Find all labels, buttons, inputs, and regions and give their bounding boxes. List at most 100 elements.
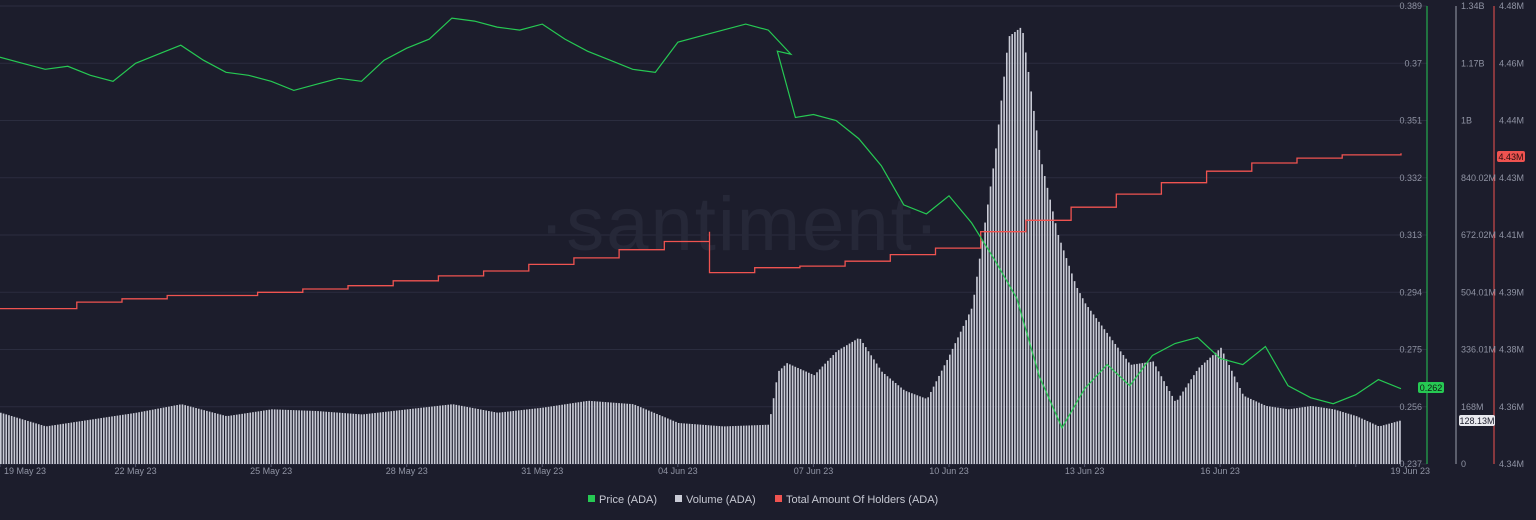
volume-bar xyxy=(1252,400,1255,464)
volume-bar xyxy=(523,409,525,464)
volume-bar xyxy=(141,411,143,464)
volume-bar xyxy=(433,406,436,464)
volume-bar xyxy=(742,425,745,464)
volume-bar xyxy=(344,413,346,464)
volume-bar xyxy=(273,409,276,464)
volume-bar xyxy=(181,404,184,464)
volume-bar xyxy=(78,421,81,464)
volume-bar xyxy=(189,406,192,464)
volume-bar xyxy=(355,413,357,464)
y-tick-label: 0.332 xyxy=(1399,173,1422,183)
volume-bar xyxy=(8,415,10,464)
volume-bar xyxy=(81,420,83,464)
volume-bar xyxy=(767,424,769,464)
volume-bar xyxy=(810,373,813,464)
price-axis-ticks: 0.389 0.37 0.351 0.332 0.313 0.294 0.275 0.256 0… xyxy=(1399,1,1422,469)
volume-bar xyxy=(490,411,493,464)
volume-bar xyxy=(1336,410,1339,464)
volume-bar xyxy=(1076,287,1079,464)
volume-bar xyxy=(165,407,168,464)
volume-bar xyxy=(444,405,447,464)
x-tick-label: 25 May 23 xyxy=(250,466,292,476)
volume-bar xyxy=(16,417,18,464)
volume-bars xyxy=(0,27,1401,465)
volume-bar xyxy=(892,380,894,464)
volume-bar xyxy=(534,408,536,464)
volume-bar xyxy=(363,414,365,464)
volume-bar xyxy=(86,420,89,464)
volume-bar xyxy=(1041,164,1043,464)
volume-bar xyxy=(732,426,734,464)
volume-bar xyxy=(393,410,395,464)
volume-bar xyxy=(1225,359,1228,464)
volume-bar xyxy=(1098,321,1100,464)
volume-bar xyxy=(300,410,303,464)
volume-bar xyxy=(1165,386,1168,464)
volume-bar xyxy=(856,338,859,464)
volume-bar xyxy=(138,412,140,464)
volume-bar xyxy=(238,414,241,464)
volume-bar xyxy=(683,423,685,464)
volume-bar xyxy=(455,404,458,464)
volume-bar xyxy=(1233,376,1236,464)
volume-bar xyxy=(748,425,751,464)
volume-bar xyxy=(1024,52,1027,464)
volume-bar xyxy=(154,409,157,464)
legend-item-holders[interactable]: Total Amount Of Holders (ADA) xyxy=(775,494,938,506)
volume-bar xyxy=(374,413,376,464)
volume-bar xyxy=(504,411,506,464)
legend-item-price[interactable]: Price (ADA) xyxy=(588,494,657,506)
volume-bar xyxy=(477,408,479,464)
volume-bar xyxy=(902,389,905,464)
volume-bar xyxy=(1095,318,1098,464)
volume-bar xyxy=(1160,376,1163,464)
legend-item-volume[interactable]: Volume (ADA) xyxy=(675,494,756,506)
volume-bar xyxy=(658,415,661,464)
volume-bar xyxy=(37,424,40,464)
volume-bar xyxy=(135,412,138,464)
volume-bar xyxy=(848,343,851,464)
legend-swatch-holders xyxy=(775,495,782,502)
volume-bar xyxy=(241,413,243,464)
volume-bar xyxy=(325,411,328,464)
volume-bar xyxy=(959,331,962,464)
volume-bar xyxy=(908,392,910,464)
volume-bar xyxy=(661,416,664,464)
volume-bar xyxy=(827,360,829,464)
volume-bar xyxy=(772,398,775,464)
volume-bar xyxy=(1342,412,1344,464)
volume-bar xyxy=(1361,418,1363,464)
volume-bar xyxy=(794,366,797,464)
volume-bar xyxy=(1222,353,1225,464)
volume-bar xyxy=(1079,293,1081,464)
volume-bar xyxy=(634,404,637,464)
volume-bar xyxy=(458,405,460,464)
volume-bar xyxy=(62,423,64,464)
volume-bar xyxy=(656,413,658,464)
y-tick-label: 0.237 xyxy=(1399,459,1422,469)
volume-bar xyxy=(1054,223,1057,464)
volume-bar xyxy=(1266,406,1268,464)
volume-bar xyxy=(56,424,59,464)
volume-bar xyxy=(51,425,54,464)
volume-bar xyxy=(263,410,265,464)
y-tick-label: 0 xyxy=(1461,459,1466,469)
volume-bar xyxy=(962,325,965,464)
volume-bar xyxy=(1282,408,1285,464)
volume-bar xyxy=(911,393,913,464)
volume-bar xyxy=(376,412,379,464)
volume-bar xyxy=(103,417,105,464)
volume-bar xyxy=(596,401,599,464)
volume-bar xyxy=(2,413,5,464)
volume-bar xyxy=(398,410,401,464)
volume-bar xyxy=(707,425,710,464)
volume-bar xyxy=(43,425,46,464)
volume-bar xyxy=(840,348,843,464)
volume-bar xyxy=(1244,396,1247,464)
volume-bar xyxy=(496,412,498,464)
y-tick-label: 4.38M xyxy=(1499,345,1524,355)
y-tick-label: 1.34B xyxy=(1461,1,1485,11)
volume-bar xyxy=(737,425,740,464)
volume-bar xyxy=(471,407,474,464)
volume-bar xyxy=(694,424,696,464)
